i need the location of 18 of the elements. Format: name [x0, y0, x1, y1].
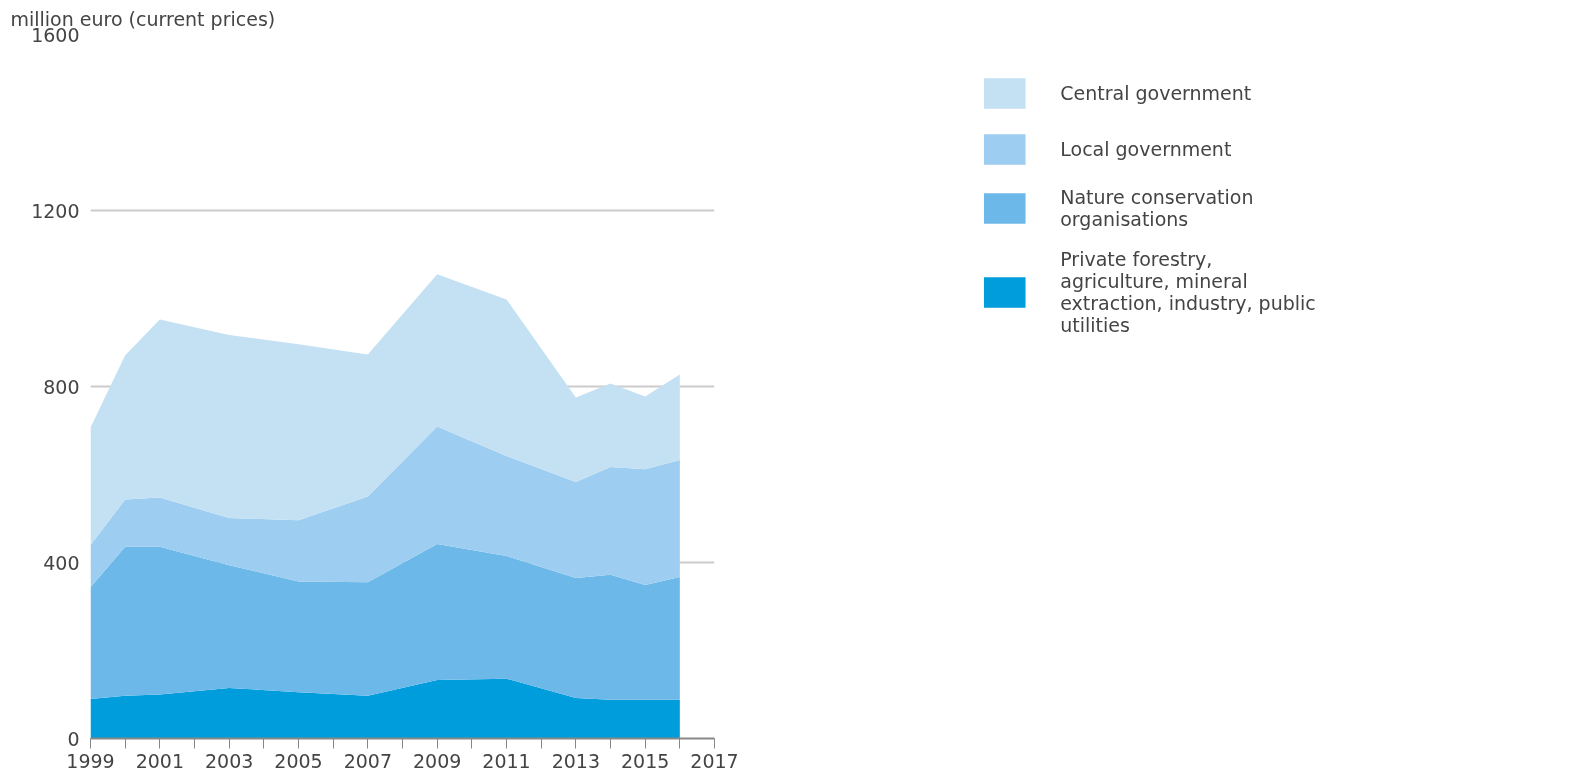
- legend-label: Private forestry, agriculture, mineral extraction, industry, public utilities: [1060, 248, 1316, 336]
- y-tick-label: 400: [43, 551, 80, 574]
- legend-label: Local government: [1060, 138, 1232, 160]
- x-tick-label: 1999: [66, 749, 115, 772]
- legend-label: Nature conservation organisations: [1060, 186, 1254, 230]
- x-tick-label: 2013: [551, 749, 601, 772]
- x-tick-label: 2015: [620, 749, 670, 772]
- x-tick-label: 2007: [343, 749, 393, 772]
- y-tick-label: 0: [67, 727, 80, 750]
- x-tick-label: 2009: [412, 749, 462, 772]
- x-tick-label: 2003: [204, 749, 254, 772]
- x-tick-label: 2005: [274, 749, 323, 772]
- x-tick-label: 2011: [482, 749, 531, 772]
- x-tick-label: 2017: [690, 749, 739, 772]
- y-tick-label: 1200: [31, 199, 80, 222]
- y-tick-label: 800: [43, 375, 80, 398]
- x-tick-label: 2001: [135, 749, 185, 772]
- legend-label: Central government: [1060, 82, 1252, 104]
